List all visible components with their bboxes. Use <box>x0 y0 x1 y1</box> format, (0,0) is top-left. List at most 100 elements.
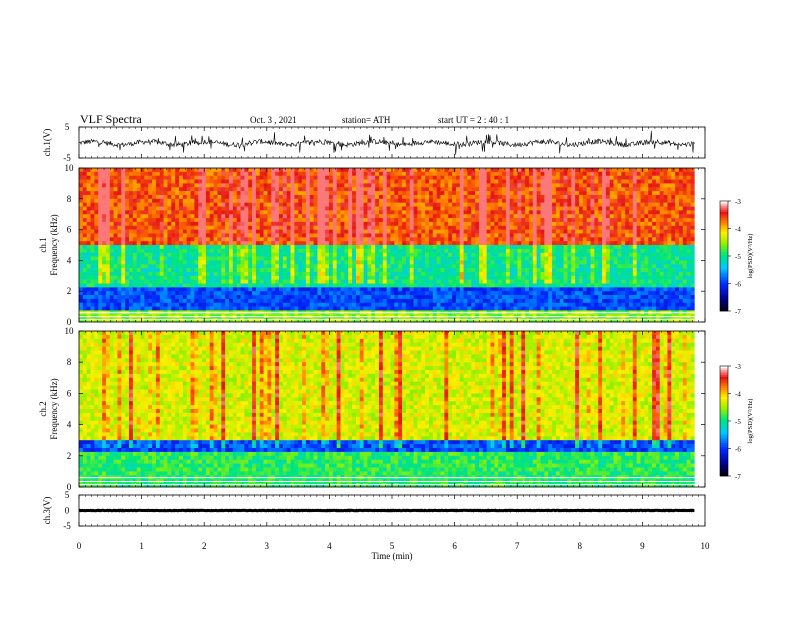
s1-cell <box>417 207 421 211</box>
s1-cell <box>179 195 183 199</box>
s1-cell <box>302 199 306 203</box>
s1-cell <box>314 284 318 288</box>
s1-cell <box>194 172 198 176</box>
s1-cell <box>341 264 345 268</box>
s1-cell <box>94 276 98 280</box>
s1-cell <box>314 183 318 187</box>
s1-cell <box>202 237 206 241</box>
s1-cell <box>321 241 325 245</box>
s1-cell <box>302 284 306 288</box>
s1-cell <box>525 295 529 299</box>
s1-cell <box>371 222 375 226</box>
s1-cell <box>448 287 452 291</box>
s1-cell <box>160 191 164 195</box>
s1-cell <box>344 241 348 245</box>
s1-cell <box>498 303 502 307</box>
s1-cell <box>244 191 248 195</box>
s1-cell <box>98 249 102 253</box>
s1-cell <box>191 230 195 234</box>
s1-cell <box>141 218 145 222</box>
s1-cell <box>464 295 468 299</box>
s1-cell <box>291 284 295 288</box>
s1-cell <box>144 260 148 264</box>
s1-cell <box>298 268 302 272</box>
s1-cell <box>494 214 498 218</box>
s1-cell <box>464 249 468 253</box>
s1-cell <box>191 280 195 284</box>
s1-cell <box>106 172 110 176</box>
s1-cell <box>471 249 475 253</box>
s1-cell <box>275 287 279 291</box>
s1-cell <box>133 295 137 299</box>
s1-cell <box>444 226 448 230</box>
s1-cell <box>244 172 248 176</box>
s1-cell <box>244 180 248 184</box>
s1-cell <box>256 195 260 199</box>
s1-cell <box>425 295 429 299</box>
s1-cell <box>267 176 271 180</box>
s1-cell <box>152 299 156 303</box>
s1-cell <box>144 307 148 311</box>
s1-cell <box>94 218 98 222</box>
s1-cell <box>521 183 525 187</box>
s1-cell <box>129 299 133 303</box>
s1-cell <box>437 276 441 280</box>
s1-cell <box>164 230 168 234</box>
s1-cell <box>467 199 471 203</box>
s1-cell <box>217 276 221 280</box>
s1-cell <box>260 222 264 226</box>
s1-cell <box>294 237 298 241</box>
s1-cell <box>387 299 391 303</box>
s1-cell <box>456 218 460 222</box>
s1-cell <box>441 276 445 280</box>
s1-cell <box>144 237 148 241</box>
s1-cell <box>214 264 218 268</box>
s1-cell <box>202 299 206 303</box>
s1-cell <box>391 249 395 253</box>
s1-cell <box>510 268 514 272</box>
s1-cell <box>79 191 83 195</box>
s1-cell <box>498 295 502 299</box>
s1-cell <box>448 218 452 222</box>
s1-cell <box>317 218 321 222</box>
s1-cell <box>360 183 364 187</box>
s1-cell <box>406 245 410 249</box>
s1-cell <box>206 257 210 261</box>
s1-cell <box>187 233 191 237</box>
s1-cell <box>298 218 302 222</box>
s1-cell <box>341 233 345 237</box>
s1-cell <box>125 237 129 241</box>
s1-cell <box>410 168 414 172</box>
s1-cell <box>267 180 271 184</box>
s1-cell <box>456 168 460 172</box>
s1-cell <box>225 307 229 311</box>
s1-cell <box>437 264 441 268</box>
s1-cell <box>110 284 114 288</box>
s1-cell <box>360 176 364 180</box>
s1-cell <box>452 280 456 284</box>
s1-cell <box>179 303 183 307</box>
s1-cell <box>160 195 164 199</box>
s1-cell <box>283 199 287 203</box>
s1-cell <box>167 241 171 245</box>
s1-cell <box>267 207 271 211</box>
s1-cell <box>337 284 341 288</box>
s1-cell <box>417 260 421 264</box>
s1-cell <box>329 207 333 211</box>
s1-cell <box>360 172 364 176</box>
s1-cell <box>510 187 514 191</box>
s1-cell <box>141 207 145 211</box>
s1-cell <box>306 307 310 311</box>
s1-cell <box>252 183 256 187</box>
s1-cell <box>225 210 229 214</box>
s1-cell <box>514 287 518 291</box>
s1-cell <box>491 187 495 191</box>
s1-cell <box>229 280 233 284</box>
s1-cell <box>375 299 379 303</box>
s1-cell <box>533 207 537 211</box>
s1-cell <box>91 172 95 176</box>
s1-cell <box>341 307 345 311</box>
s1-cell <box>406 260 410 264</box>
s1-cell <box>348 187 352 191</box>
s1-cell <box>537 203 541 207</box>
